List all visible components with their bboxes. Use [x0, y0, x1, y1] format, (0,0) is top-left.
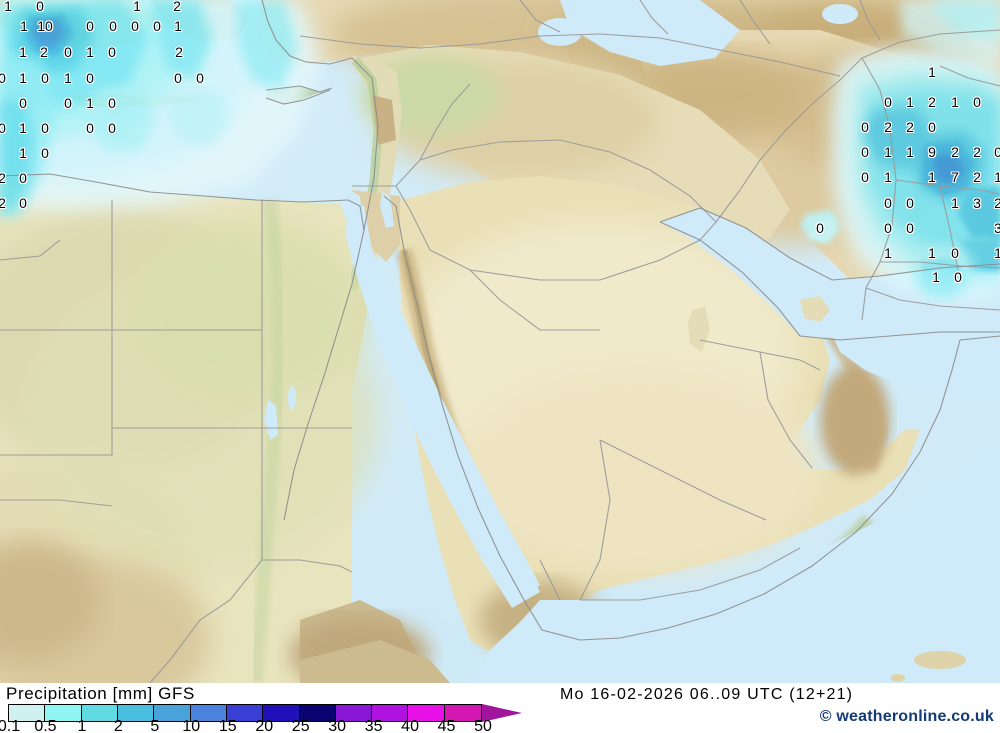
- legend-tick-2: 2: [113, 718, 123, 733]
- legend-tick-30: 30: [328, 718, 347, 733]
- legend-swatch-10: [372, 705, 409, 721]
- map-canvas: [0, 0, 1000, 683]
- legend-swatch-12: [444, 705, 482, 721]
- country-borders: [0, 0, 1000, 683]
- model-run-info: Mo 16-02-2026 06..09 UTC (12+21): [560, 686, 854, 703]
- legend-tick-labels: 0.1 0.5 1 2 5 10 15 20 25 30 35 40 45 50: [0, 718, 1000, 733]
- legend-swatch-9: [335, 705, 373, 721]
- legend-arrow-shape: [482, 704, 522, 722]
- precipitation-overlay: [0, 0, 1000, 300]
- legend-tick-50: 50: [474, 718, 492, 733]
- legend-tick-5: 5: [150, 718, 160, 733]
- precipitation-map[interactable]: 1 0 1 2 1 10 0 0 0 0 1 1 2 0 1 0 2 0 1 0 1 0 0 0 0 0 1 0 0 1 0 0 0 1 0 2 0 2 0…: [0, 0, 1000, 683]
- legend-swatch-8: [299, 705, 336, 721]
- legend-swatch-11: [408, 705, 445, 721]
- legend-tick-40: 40: [401, 718, 419, 733]
- legend-tick-25: 25: [291, 718, 310, 733]
- copyright-notice: © weatheronline.co.uk: [819, 708, 994, 725]
- legend-swatch-7: [263, 705, 300, 721]
- legend-swatch-5: [190, 705, 227, 721]
- coastlines: [0, 0, 1000, 641]
- legend-swatch-2: [81, 705, 118, 721]
- legend-title: Precipitation [mm] GFS: [6, 684, 195, 703]
- legend-tick-1: 1: [77, 718, 87, 733]
- legend-tick-15: 15: [218, 718, 237, 733]
- legend-tick-0.5: 0.5: [34, 718, 57, 733]
- legend-swatch-1: [45, 705, 82, 721]
- legend-overflow-arrow: [482, 704, 522, 722]
- legend-tick-35: 35: [364, 718, 383, 733]
- legend-swatch-0: [9, 705, 46, 721]
- legend-tick-45: 45: [437, 718, 456, 733]
- legend-swatch-4: [154, 705, 191, 721]
- legend-swatch-3: [117, 705, 155, 721]
- legend-swatch-6: [226, 705, 264, 721]
- legend-color-scale[interactable]: [8, 704, 482, 722]
- legend-tick-0.1: 0.1: [0, 718, 21, 733]
- legend-tick-20: 20: [255, 718, 274, 733]
- legend-tick-10: 10: [182, 718, 201, 733]
